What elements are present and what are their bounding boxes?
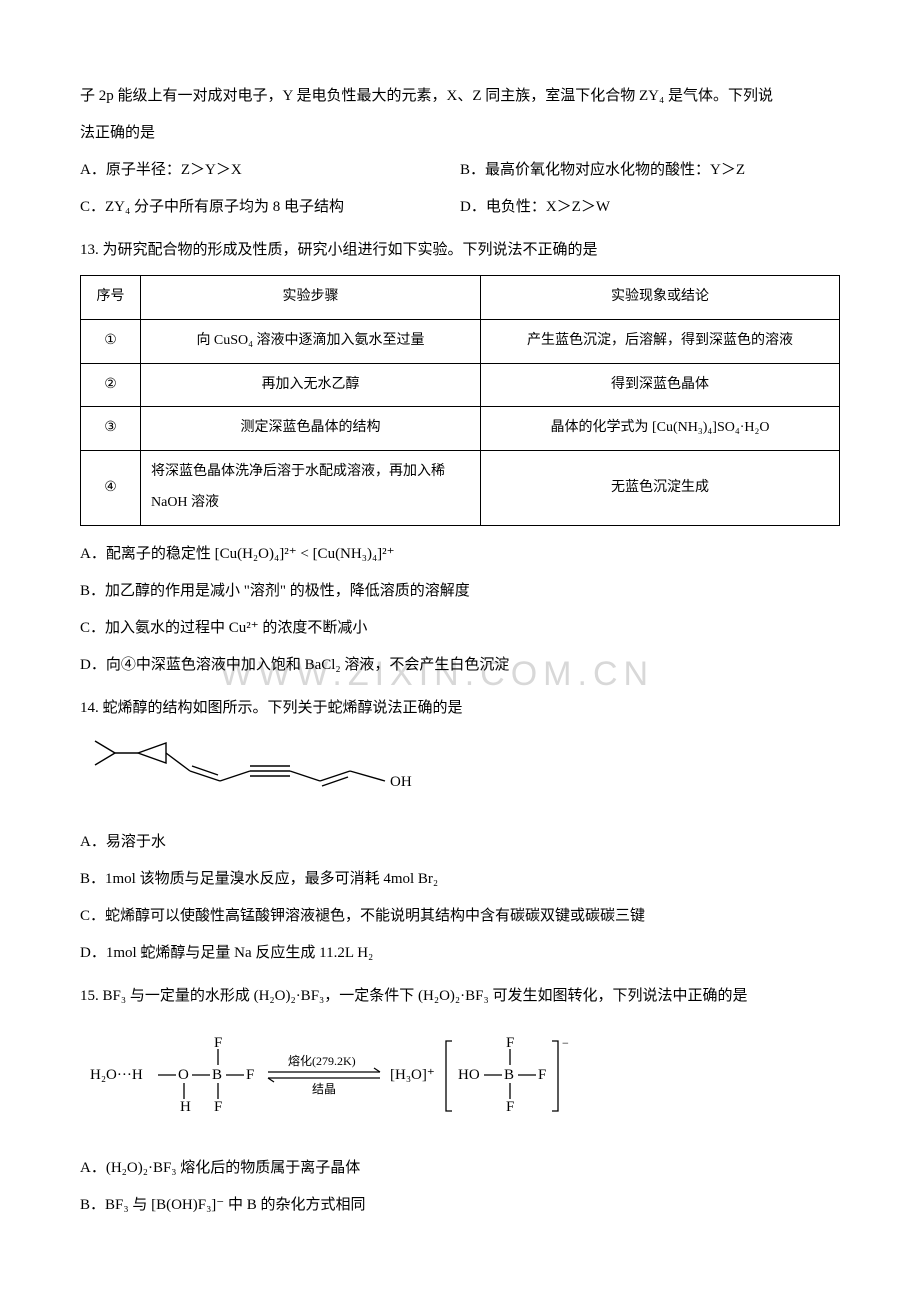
- f-label: F: [214, 1099, 222, 1115]
- cell-result: 晶体的化学式为 [Cu(NH₃)₄]SO₄·H₂O: [481, 407, 840, 451]
- b-label: B: [212, 1067, 222, 1083]
- q13-opt-b: B．加乙醇的作用是减小 "溶剂" 的极性，降低溶质的溶解度: [80, 575, 840, 608]
- cell-step: 再加入无水乙醇: [141, 363, 481, 407]
- q15-opt-a: A．(H₂O)₂·BF₃ 熔化后的物质属于离子晶体: [80, 1152, 840, 1185]
- q14-stem: 14. 蛇烯醇的结构如图所示。下列关于蛇烯醇说法正确的是: [80, 692, 840, 725]
- q14-opt-c: C．蛇烯醇可以使酸性高锰酸钾溶液褪色，不能说明其结构中含有碳碳双键或碳碳三键: [80, 900, 840, 933]
- q14-opt-d: D．1mol 蛇烯醇与足量 Na 反应生成 11.2L H₂: [80, 937, 840, 970]
- q15-stem: 15. BF₃ 与一定量的水形成 (H₂O)₂·BF₃，一定条件下 (H₂O)₂…: [80, 980, 840, 1013]
- table-header-row: 序号 实验步骤 实验现象或结论: [81, 276, 840, 320]
- cell-result: 得到深蓝色晶体: [481, 363, 840, 407]
- q13-opt-d-text: D．向④中深蓝色溶液中加入饱和 BaCl₂ 溶液，不会产生白色沉淀: [80, 657, 509, 673]
- q13-table: 序号 实验步骤 实验现象或结论 ① 向 CuSO₄ 溶液中逐滴加入氨水至过量 产…: [80, 275, 840, 526]
- oh-label: OH: [390, 774, 412, 790]
- ho-label: HO: [458, 1067, 480, 1083]
- q12-line2: 法正确的是: [80, 117, 840, 150]
- cell-num: ②: [81, 363, 141, 407]
- q12-options-row1: A．原子半径：Z＞Y＞X B．最高价氧化物对应水化物的酸性：Y＞Z: [80, 154, 840, 187]
- arrow-bottom-label: 结晶: [312, 1082, 336, 1096]
- o-label: O: [178, 1067, 189, 1083]
- q12-opt-b: B．最高价氧化物对应水化物的酸性：Y＞Z: [460, 154, 840, 187]
- minus-charge: −: [562, 1036, 569, 1050]
- f-label: F: [246, 1067, 254, 1083]
- q14-structure-diagram: OH: [90, 733, 840, 816]
- cell-num: ①: [81, 319, 141, 363]
- q12-opt-d: D．电负性：X＞Z＞W: [460, 191, 840, 224]
- q12-line1: 子 2p 能级上有一对成对电子，Y 是电负性最大的元素，X、Z 同主族，室温下化…: [80, 80, 840, 113]
- cell-step: 将深蓝色晶体洗净后溶于水配成溶液，再加入稀 NaOH 溶液: [141, 451, 481, 526]
- q13-opt-c: C．加入氨水的过程中 Cu²⁺ 的浓度不断减小: [80, 612, 840, 645]
- q12-opt-a: A．原子半径：Z＞Y＞X: [80, 154, 460, 187]
- f-label: F: [506, 1099, 514, 1115]
- table-row: ① 向 CuSO₄ 溶液中逐滴加入氨水至过量 产生蓝色沉淀，后溶解，得到深蓝色的…: [81, 319, 840, 363]
- q13-stem: 13. 为研究配合物的形成及性质，研究小组进行如下实验。下列说法不正确的是: [80, 234, 840, 267]
- header-result: 实验现象或结论: [481, 276, 840, 320]
- b-label: B: [504, 1067, 514, 1083]
- table-row: ② 再加入无水乙醇 得到深蓝色晶体: [81, 363, 840, 407]
- cell-num: ④: [81, 451, 141, 526]
- h3o-label: [H₃O]⁺: [390, 1067, 435, 1083]
- f-label: F: [506, 1035, 514, 1051]
- table-row: ③ 测定深蓝色晶体的结构 晶体的化学式为 [Cu(NH₃)₄]SO₄·H₂O: [81, 407, 840, 451]
- q13-opt-c-text: C．加入氨水的过程中 Cu²⁺ 的浓度不断减小: [80, 620, 367, 636]
- cell-num: ③: [81, 407, 141, 451]
- q14-opt-a: A．易溶于水: [80, 826, 840, 859]
- h2o-h-label: H₂O···H: [90, 1067, 143, 1083]
- arrow-top-label: 熔化(279.2K): [288, 1053, 356, 1068]
- cell-result: 无蓝色沉淀生成: [481, 451, 840, 526]
- cell-step: 测定深蓝色晶体的结构: [141, 407, 481, 451]
- cell-result: 产生蓝色沉淀，后溶解，得到深蓝色的溶液: [481, 319, 840, 363]
- h-label: H: [180, 1099, 191, 1115]
- header-num: 序号: [81, 276, 141, 320]
- f-label: F: [214, 1035, 222, 1051]
- q12-opt-c: C．ZY₄ 分子中所有原子均为 8 电子结构: [80, 191, 460, 224]
- q12-options-row2: C．ZY₄ 分子中所有原子均为 8 电子结构 D．电负性：X＞Z＞W: [80, 191, 840, 224]
- table-row: ④ 将深蓝色晶体洗净后溶于水配成溶液，再加入稀 NaOH 溶液 无蓝色沉淀生成: [81, 451, 840, 526]
- q13-opt-d: D．向④中深蓝色溶液中加入饱和 BaCl₂ 溶液，不会产生白色沉淀 WWW.ZI…: [80, 649, 840, 682]
- q15-reaction-diagram: H₂O···H O H B F F F 熔化(279.2K) 结晶 [H₃O]⁺: [90, 1029, 840, 1132]
- q15-opt-b: B．BF₃ 与 [B(OH)F₃]⁻ 中 B 的杂化方式相同: [80, 1189, 840, 1222]
- cell-step: 向 CuSO₄ 溶液中逐滴加入氨水至过量: [141, 319, 481, 363]
- header-step: 实验步骤: [141, 276, 481, 320]
- q13-opt-a: A．配离子的稳定性 [Cu(H₂O)₄]²⁺ < [Cu(NH₃)₄]²⁺: [80, 538, 840, 571]
- q14-opt-b: B．1mol 该物质与足量溴水反应，最多可消耗 4mol Br₂: [80, 863, 840, 896]
- f-label: F: [538, 1067, 546, 1083]
